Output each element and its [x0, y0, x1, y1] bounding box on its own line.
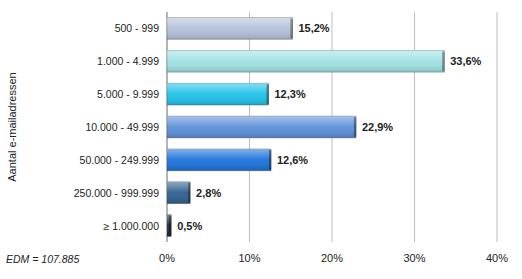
- tick-label: 30%: [403, 252, 425, 264]
- category-label: 1.000 - 4.999: [97, 55, 159, 67]
- bar-edge: [442, 51, 445, 71]
- bar-shine: [167, 116, 356, 138]
- bar-shine: [167, 215, 171, 237]
- data-label: 33,6%: [450, 55, 481, 67]
- grid-line: [414, 12, 415, 242]
- bar-edge: [290, 19, 293, 39]
- chart: 0% 10% 20% 30% 40% 15,2% 33,6% 12,3% 22,9% 12,6% 2…: [0, 0, 522, 279]
- annotation: EDM = 107.885: [6, 253, 79, 265]
- bar-edge: [169, 216, 172, 236]
- category-label: 10.000 - 49.999: [85, 121, 159, 133]
- bar-shine: [167, 182, 190, 204]
- data-label: 15,2%: [298, 22, 329, 34]
- bar: [167, 83, 268, 105]
- tick-label: 0%: [159, 252, 175, 264]
- category-label: ≥ 1.000.000: [104, 220, 160, 232]
- bar-shine: [167, 50, 444, 72]
- tick-label: 10%: [238, 252, 260, 264]
- data-label: 12,6%: [277, 154, 308, 166]
- category-label: 50.000 - 249.999: [80, 154, 160, 166]
- data-label: 12,3%: [274, 88, 305, 100]
- bar-shine: [167, 18, 292, 40]
- bars: [167, 18, 445, 237]
- tick-label: 20%: [321, 252, 343, 264]
- grid-line: [497, 12, 498, 242]
- bar-edge: [188, 183, 191, 203]
- bar: [167, 215, 171, 237]
- category-label: 250.000 - 999.999: [74, 187, 159, 199]
- bar: [167, 116, 356, 138]
- axis-title: Aantal e-mailadressen: [6, 72, 18, 181]
- data-label: 2,8%: [196, 187, 221, 199]
- bar-shine: [167, 149, 271, 171]
- bar: [167, 182, 190, 204]
- bar: [167, 149, 271, 171]
- category-label: 5.000 - 9.999: [97, 88, 159, 100]
- bar-edge: [269, 150, 272, 170]
- tick-label: 40%: [486, 252, 508, 264]
- bar: [167, 18, 292, 40]
- bar-shine: [167, 83, 268, 105]
- bar-edge: [266, 84, 269, 104]
- bar-edge: [354, 117, 357, 137]
- data-label: 22,9%: [362, 121, 393, 133]
- bar: [167, 50, 444, 72]
- data-label: 0,5%: [177, 220, 202, 232]
- category-label: 500 - 999: [115, 22, 160, 34]
